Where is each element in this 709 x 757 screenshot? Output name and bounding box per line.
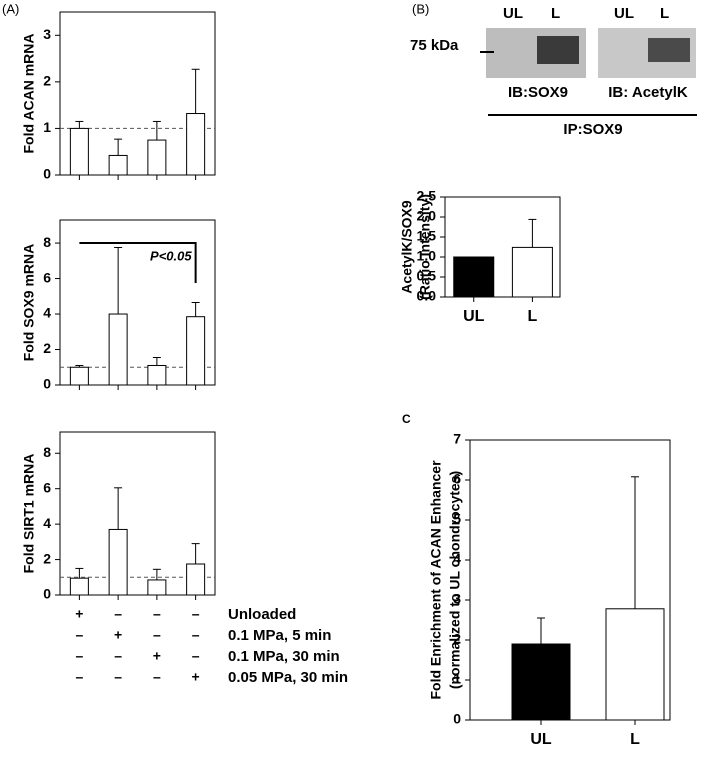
x-tick-label: L (630, 731, 640, 748)
y-tick-label: 0 (43, 586, 51, 602)
x-tick-label: UL (463, 308, 485, 325)
condition-label: 0.05 MPa, 30 min (228, 669, 348, 686)
condition-sign: + (192, 669, 200, 685)
x-tick-label: UL (530, 731, 552, 748)
y-tick-label: 8 (43, 234, 51, 250)
y-tick-label: 1 (43, 119, 51, 135)
condition-sign: – (114, 648, 122, 664)
bar (511, 246, 553, 298)
condition-sign: + (75, 606, 83, 622)
y-tick-label: 8 (43, 444, 51, 460)
condition-sign: – (153, 669, 161, 685)
annotation: P<0.05 (150, 248, 192, 263)
bar (69, 127, 89, 176)
y-tick-label: 0 (453, 711, 461, 727)
y-tick-label: 0.0 (417, 288, 437, 304)
y-tick-label: 2.0 (417, 208, 437, 224)
y-tick-label: 6 (43, 479, 51, 495)
blot-band (648, 38, 690, 62)
y-tick-label: 5 (453, 511, 461, 527)
condition-label: 0.1 MPa, 30 min (228, 648, 340, 665)
condition-sign: – (75, 669, 83, 685)
y-tick-label: 3 (453, 591, 461, 607)
condition-sign: – (192, 606, 200, 622)
y-tick-label: 0 (43, 166, 51, 182)
y-axis-label: Fold ACAN mRNA (21, 33, 37, 153)
y-tick-label: 0 (43, 376, 51, 392)
lane-label: L (551, 5, 560, 22)
y-tick-label: 0.5 (417, 268, 437, 284)
y-tick-label: 2 (453, 631, 461, 647)
lane-label: UL (503, 5, 523, 22)
y-axis-label: Fold SOX9 mRNA (21, 244, 37, 361)
y-axis-label: (normalized to UL chondrocytes) (447, 471, 463, 689)
plot-frame (59, 11, 216, 176)
y-tick-label: 1.0 (417, 248, 437, 264)
condition-label: Unloaded (228, 606, 296, 623)
condition-sign: – (192, 627, 200, 643)
bar (186, 113, 206, 176)
condition-sign: – (75, 627, 83, 643)
bar (108, 313, 128, 386)
bar (186, 563, 206, 596)
lane-label: UL (614, 5, 634, 22)
bar (147, 579, 167, 596)
panel-label: (B) (412, 1, 429, 16)
condition-sign: – (114, 669, 122, 685)
bar (147, 139, 167, 176)
condition-sign: – (192, 648, 200, 664)
plot-frame (444, 196, 561, 298)
y-axis-label: Fold SIRT1 mRNA (21, 454, 37, 574)
y-tick-label: 2 (43, 73, 51, 89)
marker-label: 75 kDa (410, 37, 459, 54)
y-axis-label: (Ratio Intensity) (417, 194, 433, 300)
bar (511, 643, 571, 721)
y-axis-label: Fold Enrichment of ACAN Enhancer (428, 460, 444, 700)
condition-sign: – (114, 606, 122, 622)
condition-sign: – (75, 648, 83, 664)
y-tick-label: 4 (43, 305, 51, 321)
ib-label: IB:SOX9 (508, 84, 568, 101)
y-axis-label: AcetylK/SOX9 (399, 200, 415, 294)
condition-sign: – (153, 606, 161, 622)
y-tick-label: 6 (453, 471, 461, 487)
x-tick-label: L (528, 308, 538, 325)
blot-band (537, 36, 579, 64)
y-tick-label: 3 (43, 26, 51, 42)
plot-frame (59, 431, 216, 596)
ip-label: IP:SOX9 (563, 121, 622, 138)
y-tick-label: 2 (43, 550, 51, 566)
condition-sign: + (153, 648, 161, 664)
panel-label: (A) (2, 1, 19, 16)
y-tick-label: 4 (453, 551, 461, 567)
bar (108, 528, 128, 596)
bar (453, 256, 495, 298)
bar (605, 608, 665, 721)
y-tick-label: 1 (453, 671, 461, 687)
condition-sign: – (153, 627, 161, 643)
y-tick-label: 2 (43, 340, 51, 356)
panel-label: C (402, 412, 411, 426)
bar (69, 577, 89, 596)
ib-label: IB: AcetylK (608, 84, 688, 101)
y-tick-label: 1.5 (417, 228, 437, 244)
bar (69, 366, 89, 386)
y-tick-label: 4 (43, 515, 51, 531)
y-tick-label: 6 (43, 269, 51, 285)
bar (147, 364, 167, 386)
significance-bracket (79, 242, 197, 283)
bar (186, 316, 206, 386)
y-tick-label: 2.5 (417, 188, 437, 204)
condition-label: 0.1 MPa, 5 min (228, 627, 331, 644)
bar (108, 154, 128, 176)
lane-label: L (660, 5, 669, 22)
y-tick-label: 7 (453, 431, 461, 447)
plot-frame (59, 219, 216, 386)
condition-sign: + (114, 627, 122, 643)
